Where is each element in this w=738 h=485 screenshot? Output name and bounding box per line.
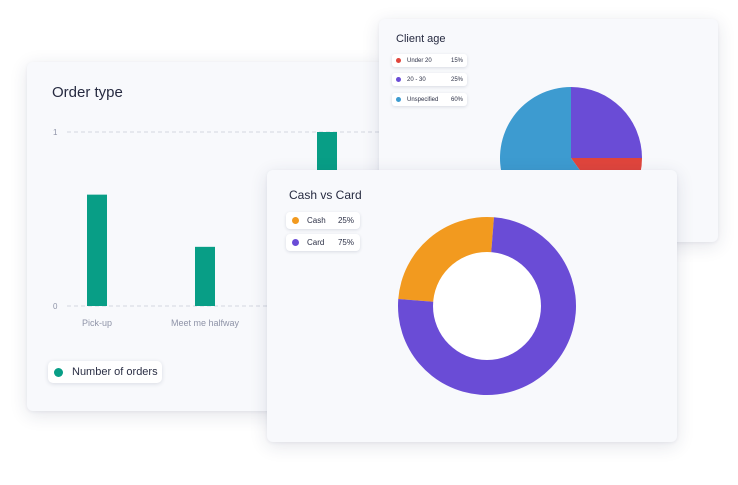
x-tick-label: Meet me halfway (171, 318, 240, 328)
age-legend-label: Under 20 (407, 57, 432, 64)
x-tick-label: Pick-up (82, 318, 112, 328)
age-legend-value: 60% (450, 96, 463, 103)
order-legend-marker (54, 367, 63, 377)
cash-legend-value: 25% (337, 216, 354, 225)
age-legend-marker (396, 97, 401, 102)
age-legend-under-20[interactable]: Under 20 15% (392, 54, 467, 67)
cash-legend-cash[interactable]: Cash 25% (286, 212, 360, 229)
age-legend-unspecified[interactable]: Unspecified 60% (392, 93, 467, 106)
age-legend-label: Unspecified (407, 96, 439, 103)
age-legend-20-30[interactable]: 20 - 30 25% (392, 73, 467, 86)
age-legend-value: 15% (450, 57, 463, 64)
age-legend-marker (396, 77, 401, 82)
order-type-title: Order type (52, 84, 123, 101)
age-legend-label: 20 - 30 (407, 76, 426, 83)
order-legend-label: Number of orders (72, 366, 158, 378)
cash-legend-marker (292, 239, 299, 246)
pie-slice-20-30 (571, 87, 642, 158)
cash-legend-label: Card (307, 238, 325, 247)
cash-legend-value: 75% (337, 238, 354, 247)
y-tick-label: 1 (53, 128, 58, 137)
order-legend[interactable]: Number of orders (48, 361, 162, 383)
y-tick-label: 0 (53, 302, 58, 311)
cash-legend-card[interactable]: Card 75% (286, 234, 360, 251)
bar (87, 194, 107, 306)
client-age-title: Client age (396, 33, 446, 45)
age-legend-marker (396, 58, 401, 63)
donut-hole (433, 252, 541, 360)
cash-vs-card-card: Cash vs Card Cash 25% Card 75% (267, 170, 677, 442)
cash-legend-marker (292, 217, 299, 224)
cash-vs-card-donut (398, 217, 576, 395)
cash-legend-label: Cash (307, 216, 326, 225)
bar (195, 246, 215, 306)
cash-vs-card-title: Cash vs Card (289, 188, 362, 202)
age-legend-value: 25% (450, 76, 463, 83)
